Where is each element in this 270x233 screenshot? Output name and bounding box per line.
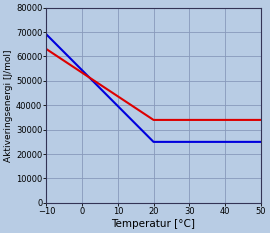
Y-axis label: Aktiveringsenergi [J/mol]: Aktiveringsenergi [J/mol] <box>4 49 13 161</box>
X-axis label: Temperatur [°C]: Temperatur [°C] <box>112 219 195 229</box>
